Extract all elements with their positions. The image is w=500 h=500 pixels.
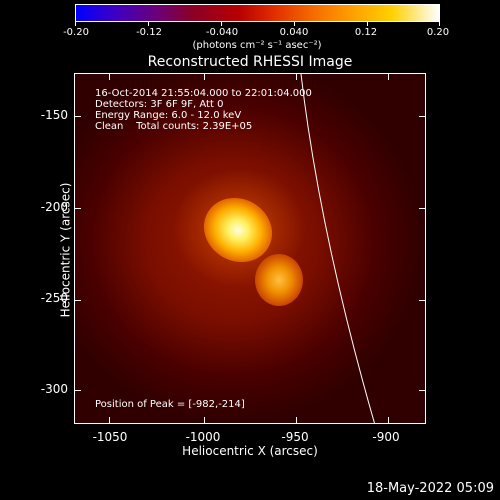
y-tick xyxy=(75,390,81,391)
x-tick-label: -950 xyxy=(281,430,309,444)
y-tick-label: -250 xyxy=(40,291,68,305)
colorbar xyxy=(75,4,440,22)
x-tick xyxy=(204,74,205,80)
x-axis-title: Heliocentric X (arcsec) xyxy=(182,444,318,458)
colorbar-tick xyxy=(75,22,76,26)
colorbar-tick-label: -0.040 xyxy=(205,27,239,38)
colorbar-tick-label: 0.20 xyxy=(426,27,450,38)
x-tick xyxy=(296,74,297,80)
x-tick-label: -1000 xyxy=(185,430,221,444)
info-energy-range: Energy Range: 6.0 - 12.0 keV xyxy=(95,110,242,121)
secondary-source xyxy=(255,254,303,306)
x-tick-label: -1050 xyxy=(92,430,128,444)
colorbar-tick-label: -0.20 xyxy=(63,27,89,38)
y-axis-title: Heliocentric Y (arcsec) xyxy=(58,182,73,318)
colorbar-tick-label: 0.12 xyxy=(354,27,378,38)
colorbar-tick xyxy=(367,22,368,26)
x-tick xyxy=(109,417,110,423)
peak-position-label: Position of Peak = [-982,-214] xyxy=(95,399,245,410)
y-tick-label: -300 xyxy=(40,382,68,396)
y-tick xyxy=(419,116,425,117)
image-title: Reconstructed RHESSI Image xyxy=(147,54,353,70)
x-tick xyxy=(109,74,110,80)
y-tick xyxy=(75,208,81,209)
colorbar-tick xyxy=(439,22,440,26)
x-tick xyxy=(388,417,389,423)
x-tick xyxy=(296,417,297,423)
x-tick-label: -900 xyxy=(372,430,400,444)
y-tick-label: -150 xyxy=(40,108,68,122)
y-tick-label: -200 xyxy=(40,200,68,214)
y-tick xyxy=(419,390,425,391)
info-detectors: Detectors: 3F 6F 9F, Att 0 xyxy=(95,99,224,110)
colorbar-tick xyxy=(294,22,295,26)
solar-limb xyxy=(300,74,375,423)
y-tick xyxy=(419,208,425,209)
x-tick xyxy=(388,74,389,80)
colorbar-unit-label: (photons cm⁻² s⁻¹ asec⁻²) xyxy=(192,40,322,51)
colorbar-tick xyxy=(148,22,149,26)
x-tick xyxy=(204,417,205,423)
y-tick xyxy=(75,116,81,117)
colorbar-tick-label: -0.12 xyxy=(136,27,162,38)
date-stamp: 18-May-2022 05:09 xyxy=(366,481,494,496)
colorbar-tick-label: 0.040 xyxy=(279,27,309,38)
info-clean-counts: Clean Total counts: 2.39E+05 xyxy=(95,121,253,132)
y-tick xyxy=(419,300,425,301)
info-time-range: 16-Oct-2014 21:55:04.000 to 22:01:04.000 xyxy=(95,88,312,99)
image-plot: 16-Oct-2014 21:55:04.000 to 22:01:04.000… xyxy=(74,73,426,424)
colorbar-tick xyxy=(221,22,222,26)
y-tick xyxy=(75,300,81,301)
